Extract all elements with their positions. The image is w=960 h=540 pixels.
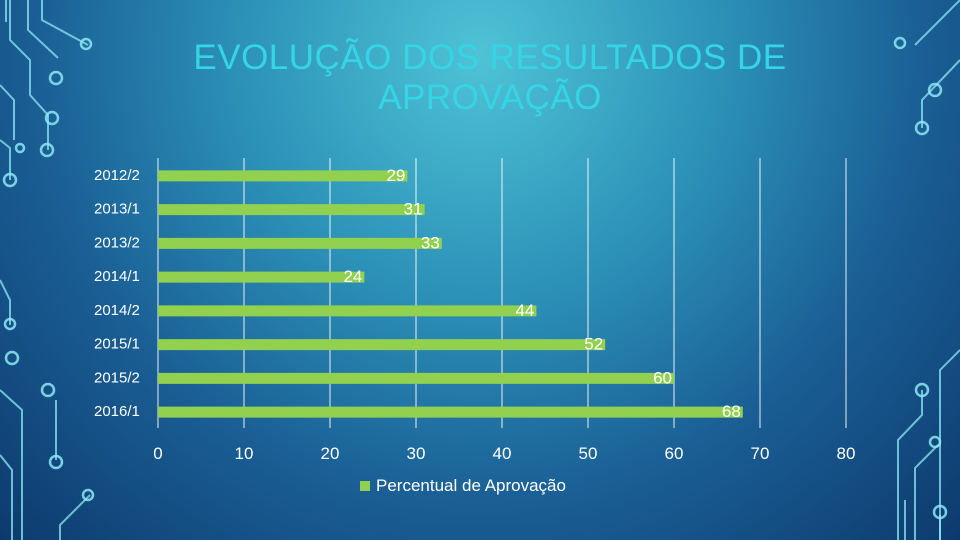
x-tick-label: 80 bbox=[837, 444, 856, 463]
x-tick-label: 30 bbox=[407, 444, 426, 463]
y-category-label: 2016/1 bbox=[94, 403, 140, 420]
legend-swatch bbox=[360, 481, 370, 491]
circuit-node bbox=[40, 382, 56, 398]
circuit-node bbox=[914, 382, 930, 398]
y-category-label: 2014/2 bbox=[94, 302, 140, 319]
x-tick-label: 50 bbox=[579, 444, 598, 463]
circuit-node bbox=[79, 37, 93, 51]
circuit-node bbox=[14, 142, 26, 154]
circuit-node bbox=[932, 504, 948, 520]
y-category-label: 2013/2 bbox=[94, 234, 140, 251]
circuit-line bbox=[914, 0, 960, 46]
circuit-node bbox=[927, 82, 943, 98]
circuit-line bbox=[921, 59, 960, 128]
x-tick-label: 60 bbox=[665, 444, 684, 463]
circuit-node bbox=[893, 36, 907, 50]
y-category-label: 2012/2 bbox=[94, 167, 140, 184]
x-tick-label: 0 bbox=[153, 444, 162, 463]
circuit-line bbox=[897, 390, 923, 540]
legend-label: Percentual de Aprovação bbox=[376, 476, 566, 495]
slide-title: EVOLUÇÃO DOS RESULTADOS DE APROVAÇÃO bbox=[193, 38, 787, 117]
y-category-label: 2015/1 bbox=[94, 336, 140, 353]
circuit-line bbox=[41, 0, 89, 46]
bar bbox=[158, 305, 537, 317]
circuit-node bbox=[48, 70, 64, 86]
circuit-node bbox=[928, 435, 942, 449]
y-category-label: 2015/2 bbox=[94, 369, 140, 386]
x-tick-label: 20 bbox=[321, 444, 340, 463]
y-category-label: 2014/1 bbox=[94, 268, 140, 285]
data-label: 24 bbox=[343, 267, 362, 286]
circuit-line bbox=[0, 84, 15, 140]
data-label: 33 bbox=[421, 233, 440, 252]
bar bbox=[158, 237, 442, 249]
x-tick-label: 10 bbox=[235, 444, 254, 463]
circuit-line bbox=[27, 0, 59, 59]
bar bbox=[158, 339, 606, 351]
circuit-node bbox=[39, 142, 55, 158]
bar bbox=[158, 204, 425, 216]
circuit-node bbox=[914, 120, 930, 136]
chart-legend: Percentual de Aprovação bbox=[360, 476, 566, 496]
circuit-node bbox=[48, 454, 64, 470]
circuit-node bbox=[4, 350, 20, 366]
x-tick-label: 70 bbox=[751, 444, 770, 463]
y-category-label: 2013/1 bbox=[94, 201, 140, 218]
data-label: 31 bbox=[404, 200, 423, 219]
bar bbox=[158, 271, 365, 283]
circuit-line bbox=[939, 349, 960, 540]
data-label: 68 bbox=[722, 402, 741, 421]
bar bbox=[158, 406, 743, 418]
data-label: 52 bbox=[584, 335, 603, 354]
circuit-line bbox=[0, 279, 11, 325]
data-label: 29 bbox=[386, 166, 405, 185]
circuit-line bbox=[0, 454, 13, 540]
circuit-node bbox=[81, 488, 95, 502]
data-label: 44 bbox=[515, 301, 534, 320]
circuit-node bbox=[44, 110, 60, 126]
circuit-node bbox=[2, 172, 18, 188]
x-tick-label: 40 bbox=[493, 444, 512, 463]
circuit-node bbox=[3, 317, 17, 331]
circuit-line bbox=[59, 494, 91, 540]
bar bbox=[158, 372, 674, 384]
data-label: 60 bbox=[653, 368, 672, 387]
bar bbox=[158, 170, 408, 182]
circuit-line bbox=[0, 389, 23, 540]
circuit-line bbox=[914, 444, 939, 540]
circuit-line bbox=[0, 139, 11, 180]
